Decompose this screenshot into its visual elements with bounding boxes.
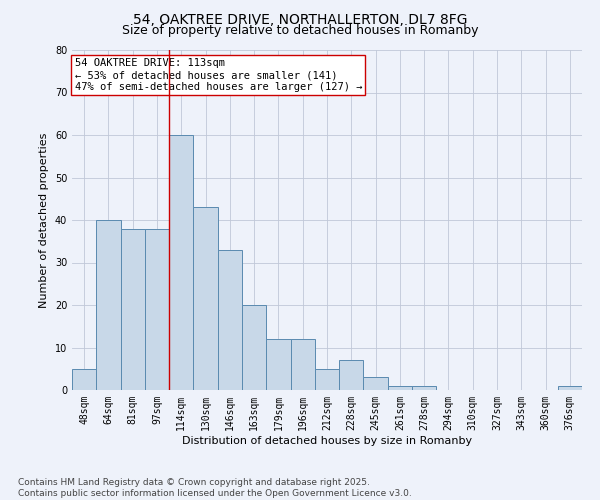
X-axis label: Distribution of detached houses by size in Romanby: Distribution of detached houses by size … [182, 436, 472, 446]
Bar [242, 305, 266, 390]
Bar [558, 386, 582, 390]
Bar [315, 369, 339, 390]
Bar [193, 207, 218, 390]
Text: 54, OAKTREE DRIVE, NORTHALLERTON, DL7 8FG: 54, OAKTREE DRIVE, NORTHALLERTON, DL7 8F… [133, 12, 467, 26]
Text: Contains HM Land Registry data © Crown copyright and database right 2025.
Contai: Contains HM Land Registry data © Crown c… [18, 478, 412, 498]
Bar [412, 386, 436, 390]
Text: 54 OAKTREE DRIVE: 113sqm
← 53% of detached houses are smaller (141)
47% of semi-: 54 OAKTREE DRIVE: 113sqm ← 53% of detach… [74, 58, 362, 92]
Bar [218, 250, 242, 390]
Bar [290, 339, 315, 390]
Y-axis label: Number of detached properties: Number of detached properties [39, 132, 49, 308]
Text: Size of property relative to detached houses in Romanby: Size of property relative to detached ho… [122, 24, 478, 37]
Bar [339, 360, 364, 390]
Bar [121, 228, 145, 390]
Bar [72, 369, 96, 390]
Bar [96, 220, 121, 390]
Bar [169, 135, 193, 390]
Bar [145, 228, 169, 390]
Bar [266, 339, 290, 390]
Bar [364, 378, 388, 390]
Bar [388, 386, 412, 390]
